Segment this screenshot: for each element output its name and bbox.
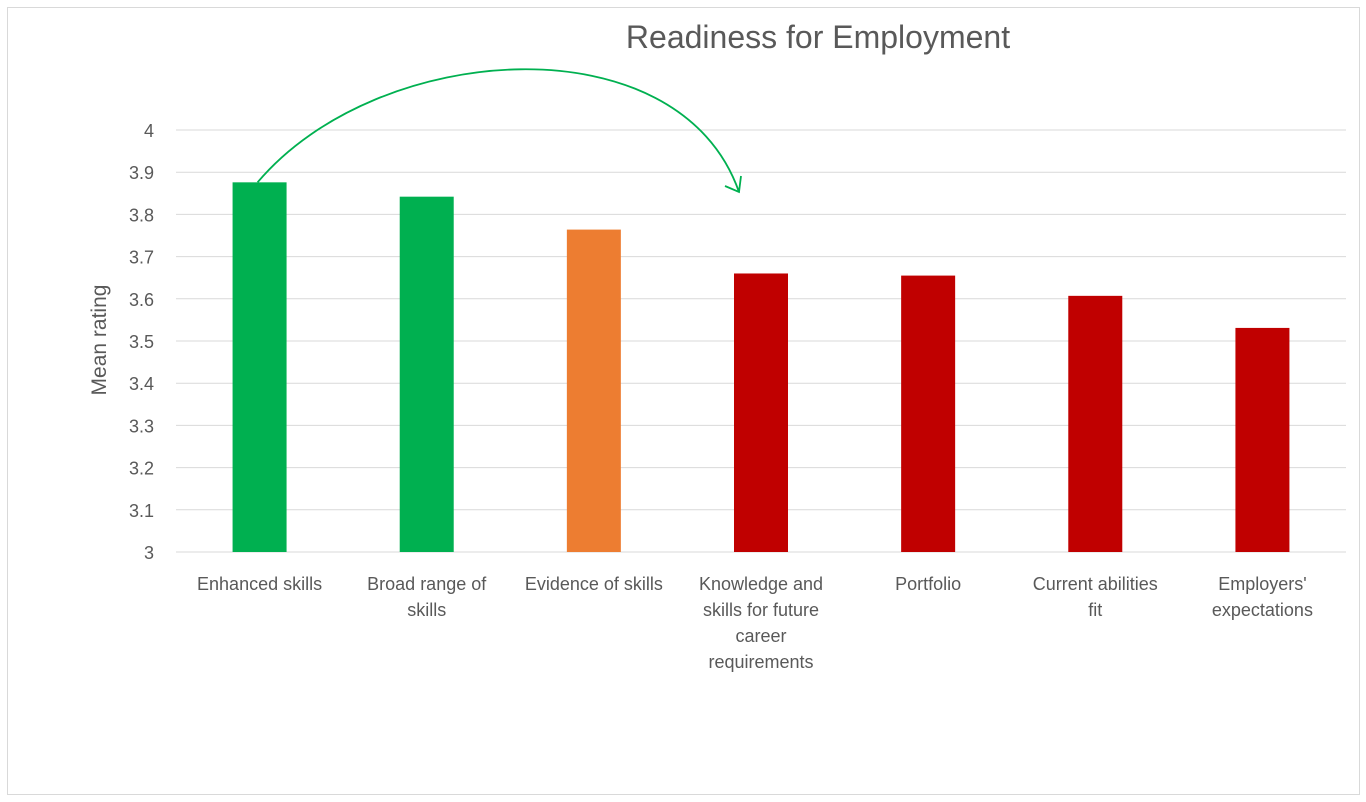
- x-tick-label: Current abilities fit: [1033, 574, 1158, 620]
- chart-frame: [7, 7, 1360, 795]
- arrowhead: [724, 175, 742, 194]
- x-tick-labels: Enhanced skills Broad range of skills Evide…: [197, 574, 1313, 672]
- chart-title: Readiness for Employment: [626, 19, 1010, 55]
- y-tick-label: 3.8: [129, 205, 154, 225]
- bar: [232, 182, 287, 552]
- y-tick-label: 3.6: [129, 290, 154, 310]
- y-tick-label: 3: [144, 543, 154, 563]
- bar: [566, 229, 621, 553]
- y-tick-labels: 3 3.1 3.2 3.3 3.4 3.5 3.6 3.7 3.8 3.9 4: [129, 121, 154, 563]
- bar: [1068, 295, 1123, 552]
- x-tick-label: Employers' expectations: [1212, 574, 1313, 620]
- x-tick-label: Broad range of skills: [367, 574, 487, 620]
- y-tick-label: 3.3: [129, 416, 154, 436]
- x-tick-label: Evidence of skills: [525, 574, 663, 594]
- y-axis-label: Mean rating: [88, 285, 111, 396]
- y-tick-label: 3.5: [129, 332, 154, 352]
- trend-arrow-annotation: [256, 68, 742, 194]
- bar: [399, 196, 454, 552]
- arrow-curve: [256, 68, 740, 193]
- y-tick-label: 3.7: [129, 248, 154, 268]
- x-tick-label: Portfolio: [895, 574, 961, 594]
- x-tick-label: Enhanced skills: [197, 574, 322, 594]
- x-tick-label: Knowledge and skills for future career requ…: [699, 574, 823, 672]
- y-tick-label: 3.9: [129, 163, 154, 183]
- bar: [901, 275, 956, 552]
- bar: [1235, 327, 1290, 552]
- bar: [734, 273, 788, 552]
- gridlines: [176, 129, 1346, 553]
- bars: [232, 182, 1290, 553]
- y-tick-label: 3.1: [129, 501, 154, 521]
- y-tick-label: 4: [144, 121, 154, 141]
- y-tick-label: 3.2: [129, 459, 154, 479]
- y-tick-label: 3.4: [129, 374, 154, 394]
